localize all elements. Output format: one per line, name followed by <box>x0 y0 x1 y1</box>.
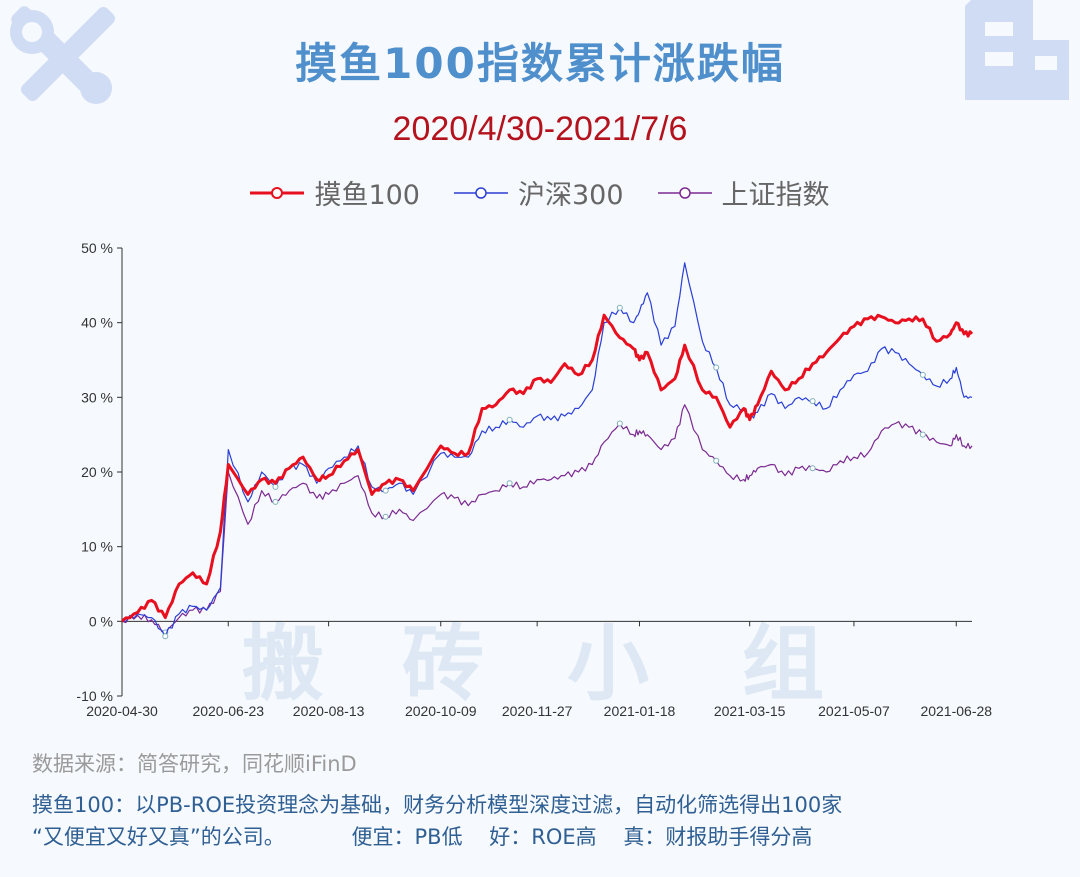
series-point <box>616 304 623 311</box>
line-chart: 搬砖小组 -10 % 0 % 10 % 20 % 30 % 40 % 50 % 2020-04… <box>76 240 992 719</box>
series-point <box>713 364 720 371</box>
series-point <box>272 483 279 490</box>
tools-icon <box>10 6 115 104</box>
y-tick-label: 40 % <box>81 315 113 331</box>
chart-title: 摸鱼100指数累计涨跌幅 <box>295 39 785 88</box>
series-point <box>713 457 720 464</box>
building-icon <box>965 0 1069 100</box>
series-point <box>272 498 279 505</box>
x-tick-label: 2021-05-07 <box>818 703 890 719</box>
watermark-char: 搬 <box>242 617 328 712</box>
x-tick-label: 2020-06-23 <box>192 703 264 719</box>
watermark-char: 砖 <box>402 617 488 712</box>
chart-axes: -10 % 0 % 10 % 20 % 30 % 40 % 50 % 2020-04-30 20… <box>76 240 992 719</box>
y-tick-label: 20 % <box>81 464 113 480</box>
x-tick-label: 2020-11-27 <box>502 703 573 719</box>
y-tick-label: 10 % <box>81 539 113 555</box>
legend-item-hs300[interactable]: 沪深300 <box>454 173 624 212</box>
series-point <box>506 480 513 487</box>
y-tick-label: 30 % <box>81 389 113 405</box>
series-point <box>382 513 389 520</box>
description-line-2: “又便宜又好又真”的公司。 便宜：PB低 好：ROE高 真：财报助手得分高 <box>32 825 813 849</box>
y-tick-label: -10 % <box>76 688 113 704</box>
series-point <box>616 420 623 427</box>
x-tick-label: 2021-03-15 <box>714 703 786 719</box>
series-line-hs300 <box>121 262 973 637</box>
description-line-1: 摸鱼100：以PB-ROE投资理念为基础，财务分析模型深度过滤，自动化筛选得出1… <box>32 793 843 817</box>
x-tick-label: 2021-06-28 <box>920 703 992 719</box>
x-tick-label: 2020-08-13 <box>293 703 365 719</box>
legend-swatch-shanghai <box>657 186 712 199</box>
legend-swatch-hs300 <box>454 186 508 199</box>
x-tick-label: 2021-01-18 <box>604 703 676 719</box>
legend-item-moyu100[interactable]: 摸鱼100 <box>250 173 420 212</box>
watermark: 搬砖小组 <box>242 617 828 712</box>
chart-series <box>121 262 974 640</box>
legend-swatch-moyu100 <box>250 186 305 199</box>
series-point <box>919 371 926 378</box>
y-tick-label: 50 % <box>81 240 113 256</box>
data-source-note: 数据来源：简答研究，同花顺iFinD <box>32 752 357 776</box>
series-line-moyu100 <box>121 313 974 623</box>
watermark-char: 小 <box>567 617 653 712</box>
x-tick-label: 2020-10-09 <box>405 703 477 719</box>
series-point <box>162 633 169 640</box>
legend-label-hs300: 沪深300 <box>518 180 624 211</box>
legend-label-shanghai: 上证指数 <box>721 180 830 211</box>
legend: 摸鱼100 沪深300 上证指数 <box>0 173 1080 212</box>
y-tick-label: 0 % <box>89 613 113 629</box>
legend-item-shanghai[interactable]: 上证指数 <box>657 173 830 212</box>
legend-label-moyu100: 摸鱼100 <box>314 180 420 211</box>
x-tick-label: 2020-04-30 <box>86 703 158 719</box>
watermark-char: 组 <box>742 617 828 712</box>
series-point <box>382 487 389 494</box>
series-point <box>506 416 513 423</box>
chart-subtitle: 2020/4/30-2021/7/6 <box>392 110 688 148</box>
series-point <box>809 398 816 405</box>
series-line-shanghai <box>121 404 973 634</box>
series-point <box>919 431 926 438</box>
series-point <box>809 465 816 472</box>
